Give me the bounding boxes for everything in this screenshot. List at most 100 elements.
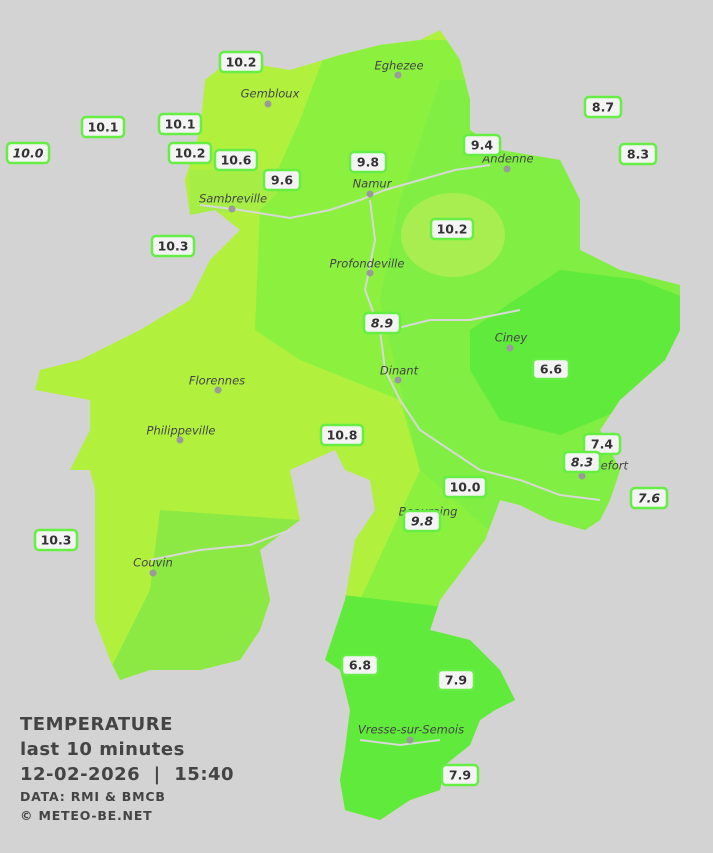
town-label: Gembloux (241, 87, 300, 101)
station-box (319, 423, 365, 447)
station-label: 10.1 (80, 115, 126, 139)
station-value: 7.9 (445, 673, 467, 688)
station-label: 10.3 (150, 234, 196, 258)
station-box (440, 763, 480, 787)
station-label: 8.3 (562, 450, 602, 474)
station-label: 7.6 (629, 486, 669, 510)
town-label: Couvin (133, 556, 173, 570)
station-label: 10.1 (157, 112, 203, 136)
town-dot (264, 100, 272, 108)
station-box (33, 528, 79, 552)
town-dot (366, 190, 374, 198)
legend: TEMPERATURE last 10 minutes 12-02-2026 |… (20, 712, 234, 825)
station-value: 10.8 (327, 428, 358, 443)
station-value: 10.2 (226, 55, 257, 70)
town-label: Sambreville (199, 192, 267, 206)
station-label: 7.9 (440, 763, 480, 787)
station-box (348, 150, 388, 174)
station-label: 9.6 (262, 168, 302, 192)
station-label: 7.4 (582, 432, 622, 456)
station-value: 10.1 (88, 120, 119, 135)
town-label: Eghezee (374, 59, 423, 73)
station-value: 10.1 (165, 117, 196, 132)
station-box (213, 148, 259, 172)
town-label: Namur (353, 177, 393, 191)
station-box (5, 141, 51, 165)
town-label: Ciney (495, 331, 528, 345)
river-sambre-meuse (199, 164, 491, 220)
station-box (618, 142, 658, 166)
station-value: 7.6 (638, 491, 660, 506)
station-box (80, 115, 126, 139)
zone-mild-southwest (100, 510, 300, 690)
station-value: 7.4 (591, 437, 613, 452)
station-value: 10.2 (437, 222, 468, 237)
river-semois (359, 739, 441, 747)
town-dot (394, 376, 402, 384)
rivers (149, 164, 601, 747)
station-label: 6.8 (340, 653, 380, 677)
station-value: 10.2 (175, 146, 206, 161)
river-eau-noire (149, 529, 291, 561)
station-value: 6.6 (540, 362, 562, 377)
station-label: 8.3 (618, 142, 658, 166)
station-value: 10.3 (41, 533, 72, 548)
station-box (531, 357, 571, 381)
legend-period: last 10 minutes (20, 739, 185, 760)
station-value: 9.6 (271, 173, 293, 188)
town-dot (228, 205, 236, 213)
town-label: Profondeville (330, 257, 405, 271)
station-box (629, 486, 669, 510)
station-value: 10.0 (13, 146, 44, 161)
station-value: 10.3 (158, 239, 189, 254)
station-value: 10.0 (450, 480, 481, 495)
station-value: 9.8 (357, 155, 379, 170)
legend-copyright: © METEO-BE.NET (20, 808, 153, 823)
station-value: 8.9 (371, 316, 393, 331)
town-dot (578, 472, 586, 480)
town-dot (214, 386, 222, 394)
station-box (442, 475, 488, 499)
town-dot (503, 165, 511, 173)
station-box (262, 168, 302, 192)
station-label: 10.0 (442, 475, 488, 499)
station-label: 10.6 (213, 148, 259, 172)
station-box (340, 653, 380, 677)
station-label: 10.2 (167, 141, 213, 165)
town-dot (394, 71, 402, 79)
station-label: 8.7 (583, 95, 623, 119)
town-dot (176, 436, 184, 444)
station-box (402, 509, 442, 533)
station-box (167, 141, 213, 165)
station-value: 10.6 (221, 153, 252, 168)
station-value: 7.9 (449, 768, 471, 783)
station-box (362, 311, 402, 335)
town-dot (406, 736, 414, 744)
station-value: 8.7 (592, 100, 614, 115)
station-label: 10.3 (33, 528, 79, 552)
station-value: 6.8 (349, 658, 371, 673)
station-label: 10.8 (319, 423, 365, 447)
station-label: 8.9 (362, 311, 402, 335)
river-bocq (389, 309, 521, 331)
station-label: 7.9 (436, 668, 476, 692)
town-label: Florennes (189, 374, 245, 388)
station-box (462, 133, 502, 157)
station-box (429, 217, 475, 241)
town-label: Dinant (380, 364, 419, 378)
station-label: 10.2 (218, 50, 264, 74)
station-box (562, 450, 602, 474)
town-dot (366, 269, 374, 277)
town-label: Vresse-sur-Semois (358, 723, 464, 737)
zone-cool-south (300, 590, 540, 820)
river-meuse (363, 199, 481, 471)
station-value: 8.3 (571, 455, 593, 470)
station-label: 9.8 (402, 509, 442, 533)
station-label: 6.6 (531, 357, 571, 381)
river-lesse (479, 469, 601, 501)
station-label: 10.2 (429, 217, 475, 241)
station-label: 9.8 (348, 150, 388, 174)
station-box (582, 432, 622, 456)
